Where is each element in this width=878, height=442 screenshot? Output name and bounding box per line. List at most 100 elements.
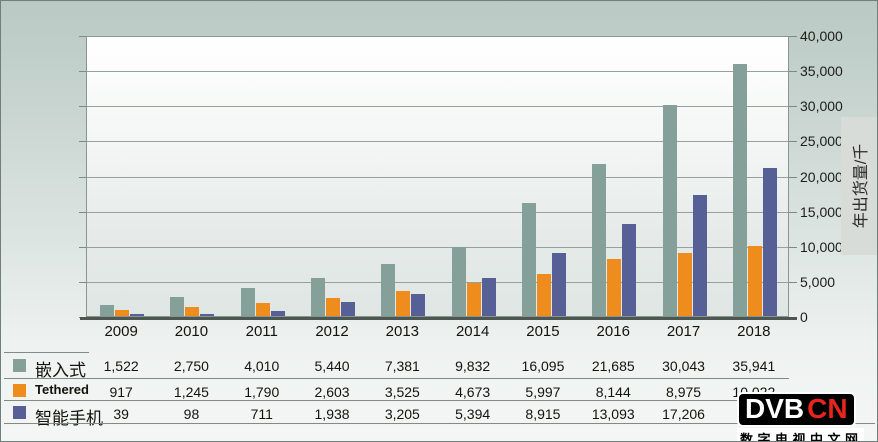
bar-嵌入式-2013 xyxy=(381,264,396,316)
bar-嵌入式-2009 xyxy=(100,305,115,316)
y-tick-left xyxy=(79,141,86,143)
gridline-25000 xyxy=(87,141,788,143)
bar-智能手机-2015 xyxy=(551,253,566,316)
table-cell-嵌入式-2015: 16,095 xyxy=(521,358,565,374)
bar-嵌入式-2015 xyxy=(521,202,536,316)
gridline-30000 xyxy=(87,106,788,108)
table-cell-智能手机-2009: 39 xyxy=(113,406,129,422)
bar-智能手机-2009 xyxy=(130,314,145,316)
y-tick-left xyxy=(79,71,86,73)
bar-嵌入式-2017 xyxy=(662,104,677,316)
dvbcn-logo-cn-text: CN xyxy=(807,393,848,424)
y-tick-left xyxy=(79,106,86,108)
x-label-2016: 2016 xyxy=(596,323,630,340)
y-tick-left xyxy=(79,281,86,283)
gridline-20000 xyxy=(87,176,788,178)
bar-Tethered-2017 xyxy=(677,252,692,316)
legend-swatch-Tethered xyxy=(13,384,26,397)
table-cell-Tethered-2017: 8,975 xyxy=(666,384,702,400)
table-cell-Tethered-2011: 1,790 xyxy=(244,384,280,400)
y-tick-label: 0 xyxy=(800,309,808,325)
bar-Tethered-2018 xyxy=(747,245,762,316)
bar-智能手机-2017 xyxy=(692,195,707,316)
table-cell-Tethered-2012: 2,603 xyxy=(314,384,350,400)
y-tick-left xyxy=(79,211,86,213)
gridline-35000 xyxy=(87,71,788,73)
bar-智能手机-2013 xyxy=(411,293,426,316)
bar-嵌入式-2014 xyxy=(451,246,466,316)
x-label-2012: 2012 xyxy=(315,323,349,340)
bar-嵌入式-2011 xyxy=(240,287,255,316)
table-cell-Tethered-2013: 3,525 xyxy=(384,384,420,400)
bar-智能手机-2018 xyxy=(762,168,777,316)
bar-智能手机-2012 xyxy=(341,302,356,316)
y-tick-right xyxy=(789,211,797,213)
x-label-2010: 2010 xyxy=(174,323,209,340)
y-tick-label: 30,000 xyxy=(800,98,843,115)
y-tick-right xyxy=(789,246,797,248)
table-cell-嵌入式-2011: 4,010 xyxy=(244,358,280,374)
bar-Tethered-2014 xyxy=(466,283,481,316)
table-cell-智能手机-2012: 1,938 xyxy=(314,406,350,422)
table-cell-智能手机-2016: 13,093 xyxy=(591,406,635,422)
bar-嵌入式-2010 xyxy=(170,296,185,316)
table-cell-智能手机-2015: 8,915 xyxy=(525,406,561,422)
bar-Tethered-2009 xyxy=(115,309,130,316)
table-cell-嵌入式-2009: 1,522 xyxy=(103,358,139,374)
table-row-line xyxy=(4,378,789,379)
table-cell-智能手机-2011: 711 xyxy=(250,406,273,422)
table-cell-嵌入式-2016: 21,685 xyxy=(591,358,635,374)
table-cell-智能手机-2014: 5,394 xyxy=(455,406,491,422)
bar-Tethered-2010 xyxy=(185,307,200,316)
y-tick-right xyxy=(789,36,797,37)
legend-swatch-嵌入式 xyxy=(13,359,26,372)
x-axis-line xyxy=(80,317,797,320)
x-label-2017: 2017 xyxy=(666,323,701,340)
bar-Tethered-2013 xyxy=(396,291,411,316)
x-label-2013: 2013 xyxy=(385,323,420,340)
bar-Tethered-2011 xyxy=(255,303,270,316)
table-cell-嵌入式-2010: 2,750 xyxy=(173,358,209,374)
bar-嵌入式-2012 xyxy=(311,277,326,316)
y-tick-right xyxy=(789,176,797,178)
y-tick-right xyxy=(789,281,797,283)
legend-swatch-智能手机 xyxy=(13,406,26,419)
y-tick-right xyxy=(789,71,797,73)
table-cell-智能手机-2017: 17,206 xyxy=(662,406,705,422)
x-label-2011: 2011 xyxy=(245,323,278,340)
table-cell-Tethered-2014: 4,673 xyxy=(455,384,491,400)
y-tick-label: 15,000 xyxy=(800,203,843,220)
table-cell-Tethered-2016: 8,144 xyxy=(595,384,631,400)
y-tick-right xyxy=(789,141,797,143)
x-label-2009: 2009 xyxy=(104,323,138,340)
y-tick-left xyxy=(79,36,86,37)
y-tick-label: 10,000 xyxy=(800,238,843,255)
y-tick-left xyxy=(79,176,86,178)
legend-top-line xyxy=(4,352,89,353)
bar-Tethered-2015 xyxy=(536,273,551,316)
dvbcn-watermark-logo: DVB CN 数字电视中文网 xyxy=(737,392,864,441)
y-tick-label: 20,000 xyxy=(800,168,843,185)
legend-label-嵌入式: 嵌入式 xyxy=(35,361,86,380)
y-tick-label: 25,000 xyxy=(800,133,843,150)
legend-label-Tethered: Tethered xyxy=(35,382,89,397)
x-label-2018: 2018 xyxy=(737,323,771,340)
bar-嵌入式-2018 xyxy=(732,63,747,316)
plot-area xyxy=(86,36,789,317)
table-cell-嵌入式-2017: 30,043 xyxy=(662,358,705,374)
bar-智能手机-2010 xyxy=(200,314,215,316)
x-label-2014: 2014 xyxy=(455,323,490,340)
table-cell-Tethered-2015: 5,997 xyxy=(525,384,561,400)
dvbcn-logo-dvb-text: DVB xyxy=(745,393,805,424)
y-tick-left xyxy=(79,246,86,248)
y-tick-label: 5,000 xyxy=(800,273,836,290)
table-cell-智能手机-2010: 98 xyxy=(183,406,200,422)
dvbcn-logo-box: DVB CN xyxy=(737,392,856,427)
table-cell-智能手机-2013: 3,205 xyxy=(384,406,420,422)
y-axis-title-box: 年出货量/千 xyxy=(841,117,877,255)
table-cell-嵌入式-2018: 35,941 xyxy=(732,358,776,374)
bar-嵌入式-2016 xyxy=(592,163,607,316)
table-cell-嵌入式-2014: 9,832 xyxy=(455,358,491,374)
gridline-5000 xyxy=(87,281,788,283)
y-axis-title: 年出货量/千 xyxy=(853,143,870,229)
